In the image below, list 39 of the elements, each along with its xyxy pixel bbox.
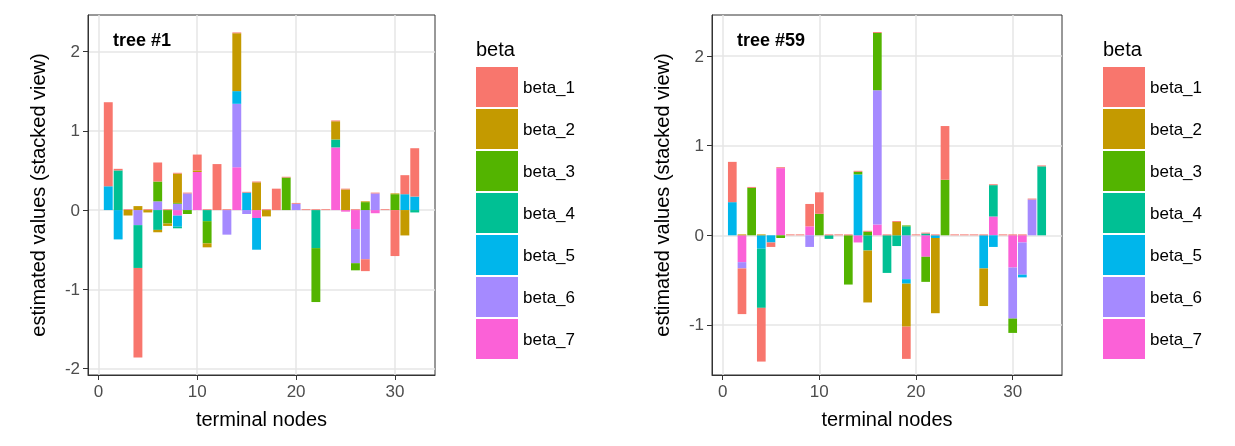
legend-title: beta <box>476 38 516 60</box>
legend-label: beta_5 <box>523 245 575 265</box>
legend-label: beta_2 <box>523 119 575 139</box>
y-tick-label: 2 <box>70 41 80 61</box>
legend-label: beta_7 <box>523 329 575 349</box>
y-axis-title: estimated values (stacked view) <box>27 53 49 337</box>
y-tick-label: 1 <box>70 121 80 141</box>
x-axis-title: terminal nodes <box>195 408 328 430</box>
legend-label: beta_5 <box>1150 245 1202 265</box>
legend-label: beta_7 <box>1150 329 1202 349</box>
x-tick-label: 20 <box>906 382 926 401</box>
x-tick-label: 30 <box>385 382 405 401</box>
y-tick-label: 0 <box>70 200 80 220</box>
y-tick-label: 1 <box>694 136 704 156</box>
legend-title: beta <box>1103 38 1143 60</box>
y-tick-label: 2 <box>694 46 704 66</box>
legend-label: beta_3 <box>523 161 575 181</box>
y-tick-label: -1 <box>64 279 80 299</box>
x-axis-title: terminal nodes <box>821 408 953 430</box>
legend-label: beta_3 <box>1150 161 1202 181</box>
x-tick-label: 10 <box>809 382 829 401</box>
y-tick-label: -2 <box>64 359 80 379</box>
y-tick-label: 0 <box>694 225 704 245</box>
x-tick-label: 30 <box>1003 382 1023 401</box>
x-tick-label: 10 <box>187 382 207 401</box>
legend-label: beta_4 <box>523 203 575 223</box>
legend-label: beta_1 <box>523 77 575 97</box>
legend-label: beta_6 <box>523 287 575 307</box>
legend-label: beta_1 <box>1150 77 1202 97</box>
x-tick-label: 0 <box>93 382 104 401</box>
y-tick-label: -1 <box>688 315 704 335</box>
text: tree #59 <box>737 30 806 50</box>
y-axis-title: estimated values (stacked view) <box>651 53 673 337</box>
legend-label: beta_2 <box>1150 119 1202 139</box>
text: tree #1 <box>113 30 172 50</box>
legend-label: beta_4 <box>1150 203 1202 223</box>
x-tick-label: 0 <box>717 382 728 401</box>
x-tick-label: 20 <box>286 382 306 401</box>
legend-label: beta_6 <box>1150 287 1202 307</box>
